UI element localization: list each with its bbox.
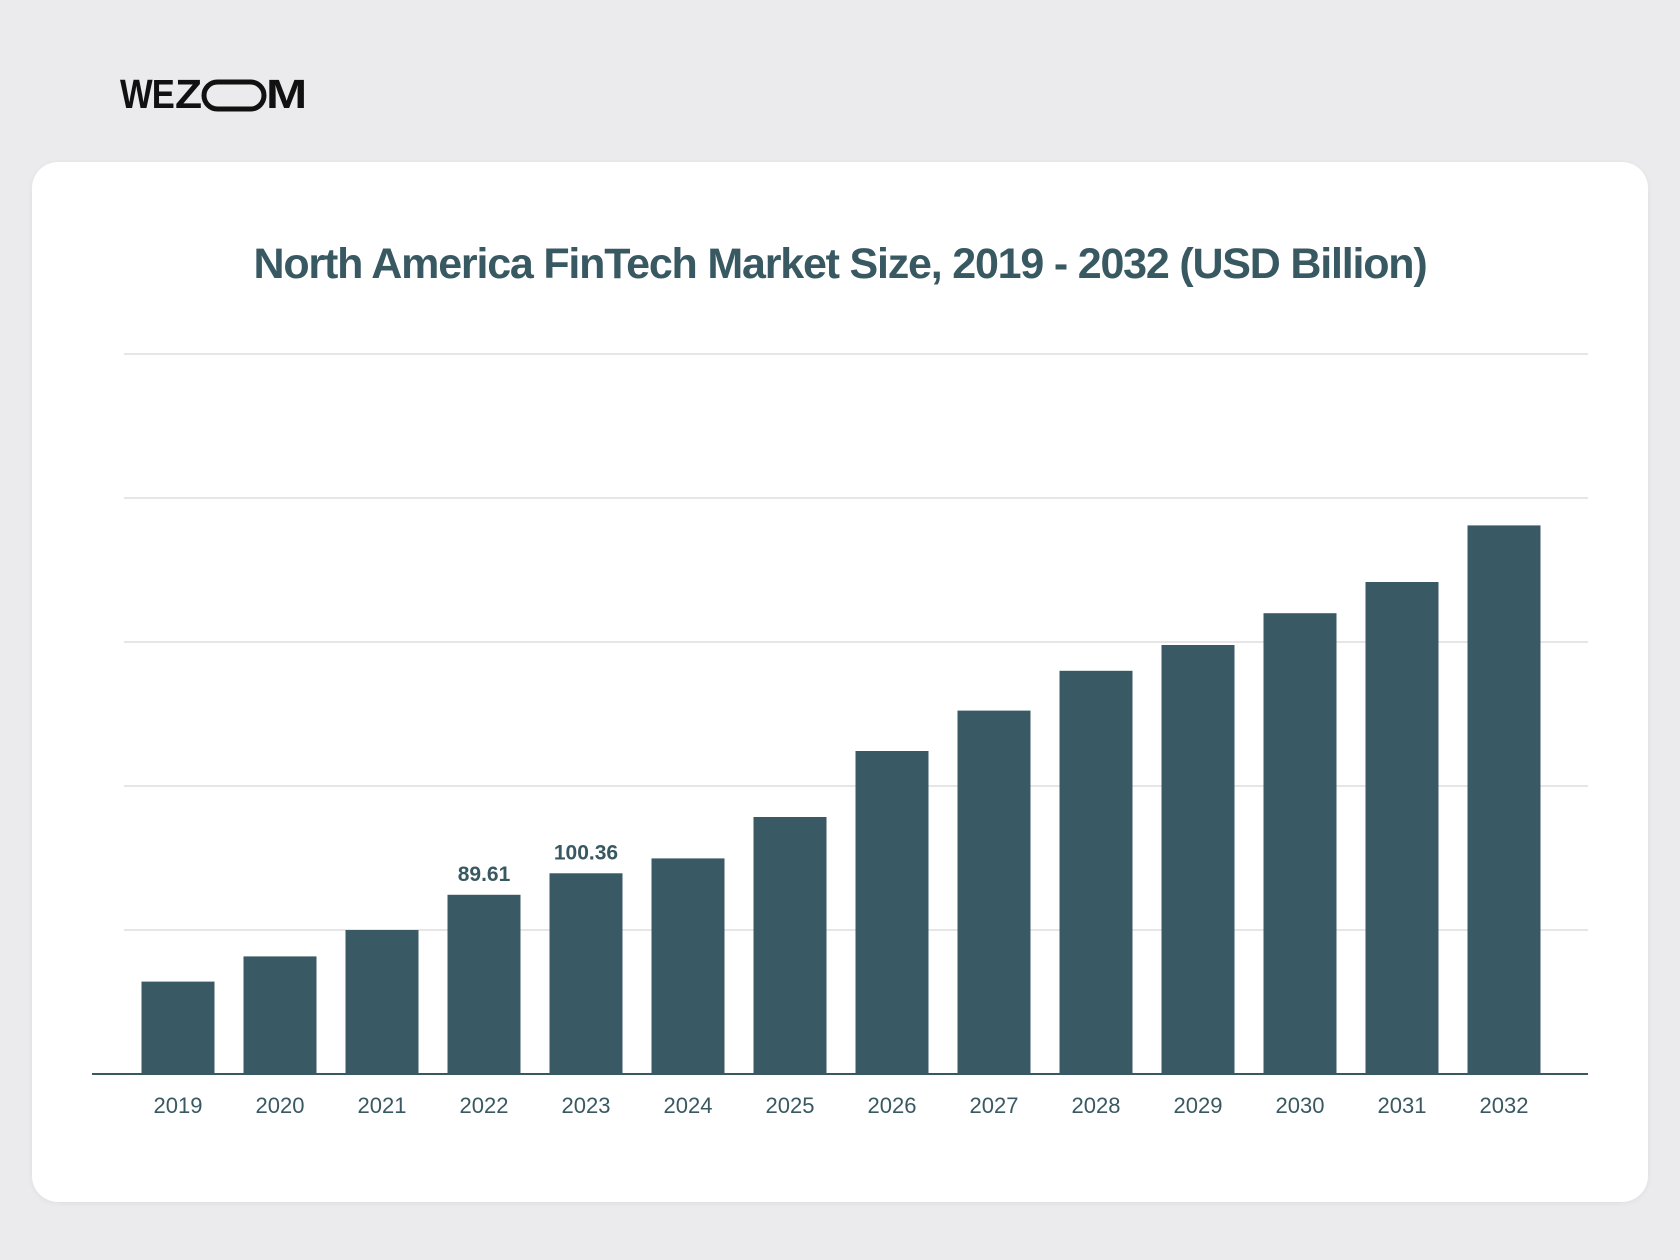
bar-2031 [1365, 582, 1439, 1074]
x-tick-label-2019: 2019 [154, 1093, 203, 1118]
bar-2024 [651, 858, 725, 1074]
x-tick-label-2025: 2025 [766, 1093, 815, 1118]
x-tick-label-2030: 2030 [1276, 1093, 1325, 1118]
bar-2030 [1263, 613, 1337, 1074]
x-tick-label-2021: 2021 [358, 1093, 407, 1118]
x-axis-tick-labels: 2019 2020 2021 2022 2023 2024 2025 2026 2027 2028… [154, 1093, 1529, 1118]
svg-text:Z: Z [175, 71, 201, 117]
bar-2026 [855, 751, 929, 1074]
bar-2022 [447, 894, 521, 1074]
bars [141, 525, 1541, 1074]
bar-2032 [1467, 525, 1541, 1074]
data-label-2022: 89.61 [458, 863, 511, 886]
data-labels: 89.61 100.36 [458, 841, 618, 886]
bar-2019 [141, 981, 215, 1074]
x-tick-label-2022: 2022 [460, 1093, 509, 1118]
svg-text:M: M [266, 71, 306, 117]
chart-title: North America FinTech Market Size, 2019 … [253, 240, 1428, 288]
x-tick-label-2020: 2020 [256, 1093, 305, 1118]
bar-2021 [345, 930, 419, 1074]
data-label-2023: 100.36 [554, 841, 618, 864]
x-tick-label-2031: 2031 [1378, 1093, 1427, 1118]
x-tick-label-2027: 2027 [970, 1093, 1019, 1118]
x-tick-label-2028: 2028 [1072, 1093, 1121, 1118]
bar-2020 [243, 956, 317, 1074]
bar-2023 [549, 873, 623, 1074]
bar-2025 [753, 817, 827, 1074]
wezoom-logo: WE Z M [120, 71, 307, 117]
bar-2028 [1059, 670, 1133, 1074]
bar-2027 [957, 710, 1031, 1074]
x-tick-label-2023: 2023 [562, 1093, 611, 1118]
x-tick-label-2032: 2032 [1480, 1093, 1529, 1118]
svg-text:WE: WE [120, 71, 174, 117]
x-tick-label-2024: 2024 [664, 1093, 713, 1118]
x-tick-label-2029: 2029 [1174, 1093, 1223, 1118]
x-tick-label-2026: 2026 [868, 1093, 917, 1118]
bar-2029 [1161, 645, 1235, 1074]
